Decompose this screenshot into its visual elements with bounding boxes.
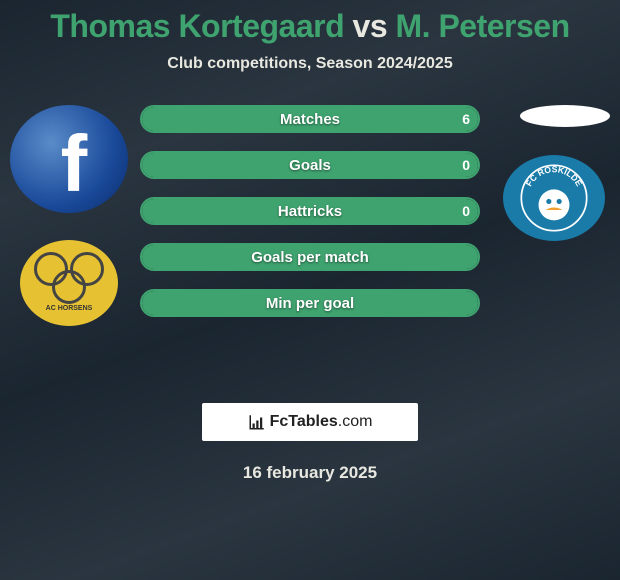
stat-bar: Min per goal (140, 289, 480, 317)
site-suffix: .com (338, 413, 373, 430)
branding-box: FcTables.com (202, 403, 418, 441)
club-right-badge: FC ROSKILDE (503, 155, 605, 241)
stat-bar: 6Matches (140, 105, 480, 133)
player2-name: M. Petersen (396, 8, 570, 44)
stat-bar: Goals per match (140, 243, 480, 271)
bar-label: Min per goal (142, 291, 478, 315)
bar-label: Goals (142, 153, 478, 177)
date-label: 16 february 2025 (0, 463, 620, 483)
player1-name: Thomas Kortegaard (50, 8, 344, 44)
bar-label: Goals per match (142, 245, 478, 269)
facebook-icon: f (61, 118, 88, 210)
subtitle: Club competitions, Season 2024/2025 (0, 55, 620, 73)
club-right-icon: FC ROSKILDE (503, 155, 605, 241)
ring-icon (52, 270, 86, 304)
comparison-body: f AC HORSENS FC ROSKILDE (0, 105, 620, 385)
club-left-name: AC HORSENS (34, 305, 104, 312)
stat-bar: 0Goals (140, 151, 480, 179)
player2-avatar (520, 105, 610, 127)
stat-bars: 6Matches 0Goals 0Hattricks Goals per match M… (140, 105, 480, 335)
comparison-title: Thomas Kortegaard vs M. Petersen (0, 8, 620, 45)
chart-icon (248, 413, 266, 431)
club-left-badge: AC HORSENS (20, 240, 118, 326)
bar-label: Hattricks (142, 199, 478, 223)
site-name: FcTables (270, 413, 338, 430)
stat-bar: 0Hattricks (140, 197, 480, 225)
root: Thomas Kortegaard vs M. Petersen Club co… (0, 0, 620, 483)
branding-text: FcTables.com (270, 413, 373, 431)
player1-avatar: f (10, 105, 128, 213)
vs-label: vs (353, 8, 388, 44)
bar-label: Matches (142, 107, 478, 131)
